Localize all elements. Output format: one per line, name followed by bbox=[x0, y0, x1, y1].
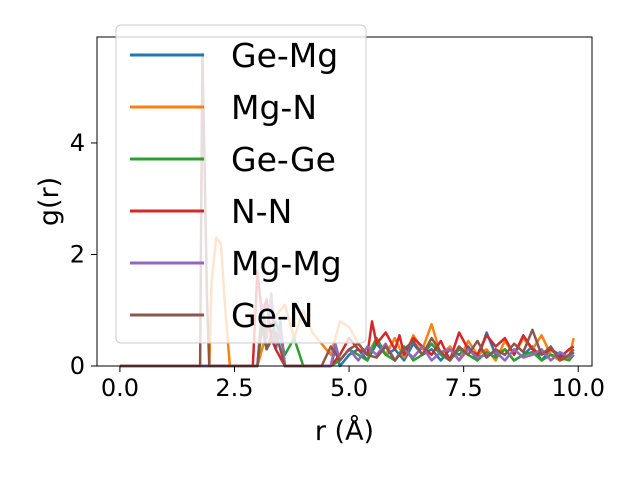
legend-label: Ge-N bbox=[231, 296, 313, 335]
legend-label: Mg-N bbox=[231, 88, 317, 127]
y-tick-label: 4 bbox=[70, 129, 85, 157]
legend-label: Mg-Mg bbox=[231, 244, 342, 283]
y-tick-label: 2 bbox=[70, 240, 85, 268]
x-tick-label: 5.0 bbox=[330, 374, 368, 402]
y-axis-label: g(r) bbox=[34, 177, 65, 226]
x-tick-label: 7.5 bbox=[445, 374, 483, 402]
x-tick-label: 0.0 bbox=[101, 374, 139, 402]
y-tick-label: 0 bbox=[70, 352, 85, 380]
legend: Ge-Mg Mg-N Ge-Ge N-N Mg-Mg Ge-N bbox=[115, 24, 367, 344]
y-axis-ticks: 0 2 4 bbox=[70, 129, 97, 380]
x-tick-label: 10.0 bbox=[552, 374, 605, 402]
legend-label: Ge-Mg bbox=[231, 36, 338, 75]
legend-label: N-N bbox=[231, 192, 292, 231]
x-axis-ticks: 0.0 2.5 5.0 7.5 10.0 bbox=[101, 366, 605, 402]
legend-label: Ge-Ge bbox=[231, 140, 336, 179]
x-axis-label: r (Å) bbox=[315, 415, 374, 447]
x-tick-label: 2.5 bbox=[215, 374, 253, 402]
